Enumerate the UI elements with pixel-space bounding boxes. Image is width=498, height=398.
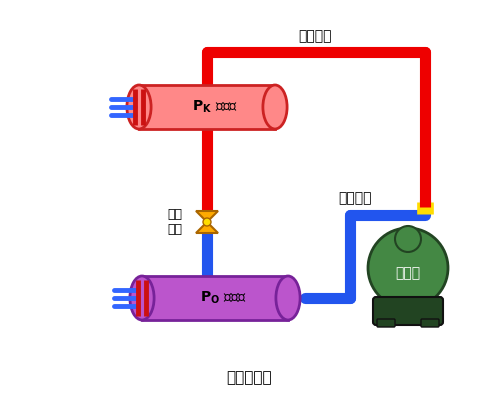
Ellipse shape: [263, 85, 287, 129]
FancyBboxPatch shape: [142, 276, 288, 320]
FancyBboxPatch shape: [373, 297, 443, 325]
Polygon shape: [196, 211, 218, 222]
Polygon shape: [196, 222, 218, 233]
Circle shape: [395, 226, 421, 252]
Text: $\mathbf{P_K}$ 冷凝器: $\mathbf{P_K}$ 冷凝器: [192, 99, 238, 115]
Ellipse shape: [276, 276, 300, 320]
Text: 节流
机构: 节流 机构: [167, 208, 182, 236]
FancyBboxPatch shape: [139, 85, 275, 129]
Ellipse shape: [127, 85, 151, 129]
Text: 压缩机: 压缩机: [395, 266, 421, 280]
FancyBboxPatch shape: [421, 319, 439, 327]
Text: $\mathbf{P_O}$ 蒸发器: $\mathbf{P_O}$ 蒸发器: [200, 290, 247, 306]
FancyBboxPatch shape: [377, 319, 395, 327]
Text: 压缩式制冷: 压缩式制冷: [226, 371, 272, 386]
Text: 低压部分: 低压部分: [338, 191, 372, 205]
Circle shape: [368, 228, 448, 308]
Circle shape: [203, 218, 211, 226]
Ellipse shape: [130, 276, 154, 320]
Text: 高压部分: 高压部分: [298, 29, 332, 43]
